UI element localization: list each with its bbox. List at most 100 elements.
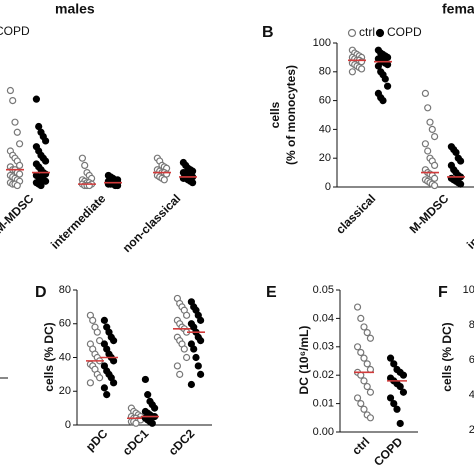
data-point <box>390 360 398 368</box>
data-point <box>173 362 181 370</box>
data-point <box>32 95 41 103</box>
data-point <box>109 379 118 387</box>
data-point <box>37 181 45 190</box>
y-tick-label: 80 <box>59 284 71 296</box>
data-point <box>363 382 371 391</box>
y-tick-label: 60 <box>319 95 331 107</box>
data-point <box>194 362 202 370</box>
y-axis-label: (% of monocytes) <box>284 65 298 165</box>
y-tick-label: 20 <box>59 385 71 397</box>
data-point <box>160 176 168 184</box>
data-point <box>381 75 389 83</box>
data-point <box>357 348 365 357</box>
data-point <box>399 371 408 379</box>
data-point <box>353 303 362 311</box>
x-tick-label: intermediate <box>48 191 109 252</box>
x-tick-label: pDC <box>83 426 111 454</box>
x-tick-label: cDC1 <box>120 426 152 458</box>
data-point <box>396 419 404 428</box>
legend-label: ctrl <box>359 25 375 39</box>
x-tick-label: ctrl <box>349 434 372 457</box>
panel-label: F <box>438 284 448 301</box>
data-point <box>183 311 191 319</box>
data-point <box>197 370 205 378</box>
data-point <box>197 337 205 345</box>
data-point <box>93 328 101 336</box>
data-point <box>431 133 439 141</box>
y-tick-label: 80 <box>469 319 474 331</box>
panel-label: E <box>266 284 277 301</box>
data-point <box>386 354 395 362</box>
data-point <box>78 154 87 162</box>
data-point <box>386 394 395 402</box>
data-point <box>95 337 104 345</box>
data-point <box>89 316 97 324</box>
data-point <box>9 96 17 105</box>
data-point <box>374 62 382 70</box>
data-point <box>366 388 375 396</box>
data-point <box>151 404 159 412</box>
data-point <box>393 405 401 413</box>
y-tick-label: 100 <box>463 284 474 296</box>
data-point <box>431 181 439 190</box>
data-point <box>187 380 195 389</box>
data-point <box>192 353 200 362</box>
data-point <box>100 384 109 392</box>
x-tick-label: COPD <box>371 434 406 469</box>
data-point <box>452 148 460 157</box>
y-tick-label: 40 <box>59 351 71 363</box>
data-point <box>103 391 111 399</box>
y-axis-label: DC (10⁶/mL) <box>297 326 311 395</box>
y-tick-label: 60 <box>59 318 71 330</box>
data-point <box>35 122 43 131</box>
data-point <box>428 125 436 133</box>
data-point <box>366 334 375 342</box>
legend-marker <box>347 28 357 38</box>
panel-label: B <box>262 24 274 41</box>
data-point <box>360 405 368 413</box>
y-tick-label: 0.01 <box>313 398 334 410</box>
y-tick-label: 0.02 <box>313 369 334 381</box>
data-point <box>95 374 104 382</box>
data-point <box>421 140 429 148</box>
y-tick-label: 40 <box>469 389 474 401</box>
data-point <box>360 323 368 331</box>
data-point <box>144 391 152 399</box>
y-axis-label: cells (% DC) <box>42 322 56 391</box>
data-point <box>426 118 434 126</box>
data-point <box>11 118 19 126</box>
legend-label: COPD <box>387 25 422 39</box>
data-point <box>363 329 371 337</box>
data-point <box>421 89 429 98</box>
y-tick-label: 0.03 <box>313 341 334 353</box>
x-tick-label: non-classical <box>120 191 184 255</box>
data-point <box>6 86 14 95</box>
data-point <box>41 137 50 145</box>
data-point <box>358 65 366 73</box>
data-point <box>41 177 50 185</box>
data-point <box>148 419 156 427</box>
data-point <box>180 345 188 353</box>
data-point <box>348 68 356 76</box>
data-point <box>197 316 205 324</box>
legend-marker <box>375 28 385 38</box>
y-tick-label: 60 <box>469 354 474 366</box>
data-point <box>353 394 362 402</box>
data-point <box>357 314 365 322</box>
data-point <box>357 400 365 408</box>
y-tick-label: 0 <box>65 419 71 431</box>
chart-title: females <box>442 1 474 17</box>
x-tick-label: M-MDSC <box>407 191 452 236</box>
data-point <box>183 353 191 362</box>
data-point <box>360 354 368 362</box>
x-tick-label: M-MDSC <box>0 191 37 236</box>
y-tick-label: 40 <box>319 123 331 135</box>
data-point <box>431 161 439 169</box>
data-point <box>457 180 465 188</box>
data-point <box>16 161 24 169</box>
data-point <box>396 382 404 391</box>
data-point <box>81 161 89 169</box>
y-tick-label: 100 <box>313 37 331 49</box>
data-point <box>379 96 387 105</box>
data-point <box>13 181 21 190</box>
